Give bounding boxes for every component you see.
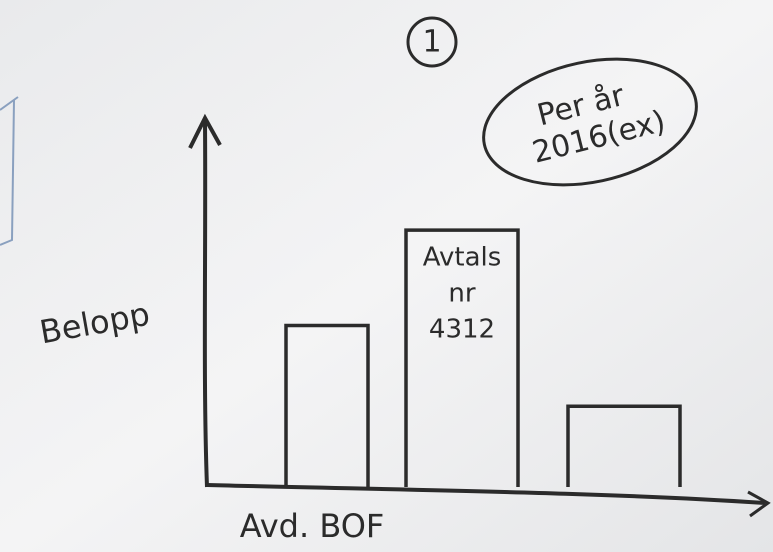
y-axis-arrow bbox=[188, 113, 222, 149]
marker-circle bbox=[406, 16, 458, 68]
x-axis-arrow bbox=[747, 490, 771, 518]
y-axis bbox=[202, 121, 209, 488]
edge-sketch bbox=[0, 99, 15, 246]
bar-note: Avtals bbox=[423, 243, 502, 273]
bar bbox=[284, 323, 370, 487]
bar-note: nr bbox=[448, 279, 475, 309]
edge-sketch bbox=[0, 96, 19, 111]
bar-note: 4312 bbox=[429, 315, 495, 345]
bar bbox=[566, 404, 682, 487]
marker: 1 bbox=[422, 25, 441, 60]
x-axis-label: Avd. BOF bbox=[240, 507, 385, 545]
subtitle-group: Per år 2016(ex) bbox=[529, 78, 669, 171]
subtitle-ellipse bbox=[482, 57, 698, 187]
bar bbox=[404, 228, 520, 487]
